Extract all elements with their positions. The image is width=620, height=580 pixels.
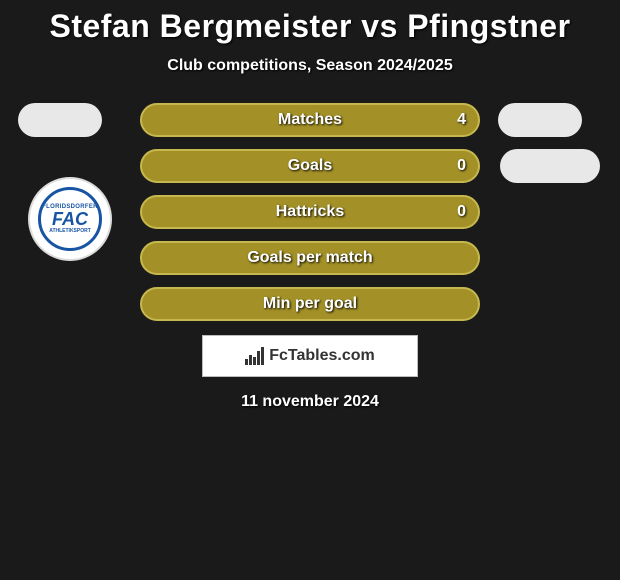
date-text: 11 november 2024 (0, 393, 620, 411)
stat-label: Goals (288, 157, 332, 175)
page-title: Stefan Bergmeister vs Pfingstner (0, 0, 620, 45)
stat-bar: Matches 4 (140, 103, 480, 137)
stat-stub-right (500, 149, 600, 183)
stat-label: Min per goal (263, 295, 357, 313)
stat-bar: Goals per match (140, 241, 480, 275)
club-badge-inner: FLORIDSDORFER FAC ATHLETIKSPORT (38, 187, 102, 251)
stat-row: Goals 0 (0, 149, 620, 183)
stat-stub-right (498, 103, 582, 137)
stat-bar: Hattricks 0 (140, 195, 480, 229)
stat-stub-left (18, 103, 102, 137)
stat-value: 0 (457, 157, 466, 175)
stat-label: Hattricks (276, 203, 344, 221)
stat-label: Goals per match (247, 249, 372, 267)
stat-value: 4 (457, 111, 466, 129)
club-badge: FLORIDSDORFER FAC ATHLETIKSPORT (28, 177, 112, 261)
chart-icon (245, 347, 265, 365)
stat-value: 0 (457, 203, 466, 221)
stat-bar: Goals 0 (140, 149, 480, 183)
badge-ring-bottom: ATHLETIKSPORT (49, 228, 91, 234)
stat-label: Matches (278, 111, 342, 129)
subtitle: Club competitions, Season 2024/2025 (0, 57, 620, 75)
badge-center-text: FAC (52, 210, 88, 228)
stat-row: Min per goal (0, 287, 620, 321)
stat-row: Matches 4 (0, 103, 620, 137)
brand-logo[interactable]: FcTables.com (202, 335, 418, 377)
stat-bar: Min per goal (140, 287, 480, 321)
brand-text: FcTables.com (269, 347, 375, 365)
